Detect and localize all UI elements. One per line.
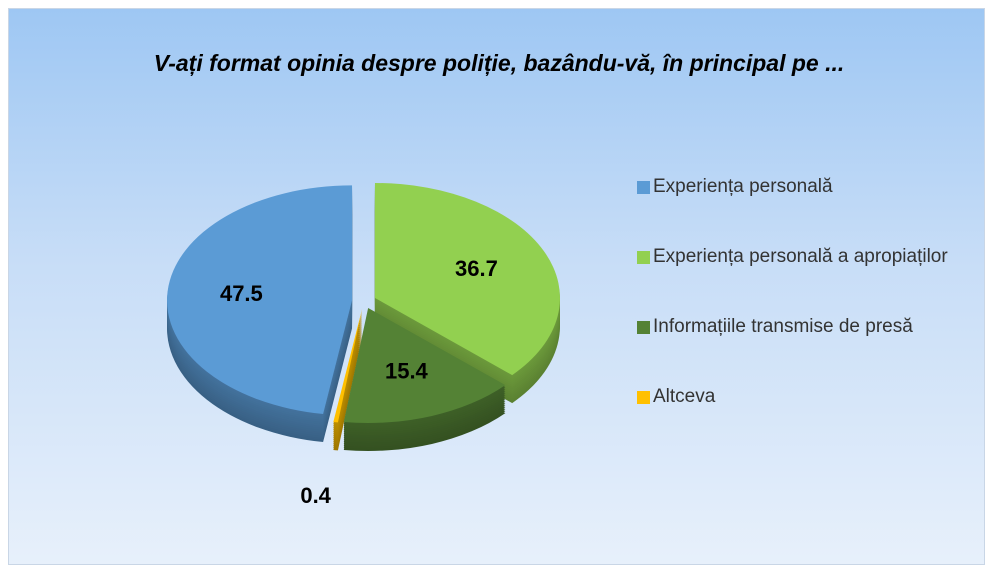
legend-swatch [637, 251, 650, 264]
pie-chart: 47.5 36.7 15.4 0.4 [167, 182, 560, 508]
chart-area: V-ați format opinia despre poliție, bazâ… [8, 8, 985, 565]
legend-swatch [637, 321, 650, 334]
legend-item: Informațiile transmise de presă [637, 311, 987, 343]
legend-swatch [637, 391, 650, 404]
data-label: 0.4 [300, 483, 331, 508]
legend-item: Experiența personală a apropiaților [637, 241, 987, 273]
legend-label: Informațiile transmise de presă [653, 316, 913, 337]
slice [167, 185, 353, 415]
legend-item: Altceva [637, 381, 987, 413]
data-label: 36.7 [455, 256, 498, 281]
chart-title: V-ați format opinia despre poliție, bazâ… [153, 50, 845, 76]
legend-label: Experiența personală a apropiaților [653, 246, 948, 267]
data-label: 15.4 [385, 359, 429, 384]
legend-swatch [637, 181, 650, 194]
slice [374, 182, 560, 376]
legend-label: Experiența personală [653, 176, 833, 197]
legend-item: Experiența personală [637, 171, 987, 203]
slice [343, 307, 506, 423]
data-label: 47.5 [220, 281, 263, 306]
legend-label: Altceva [653, 386, 716, 407]
slice [333, 308, 363, 423]
